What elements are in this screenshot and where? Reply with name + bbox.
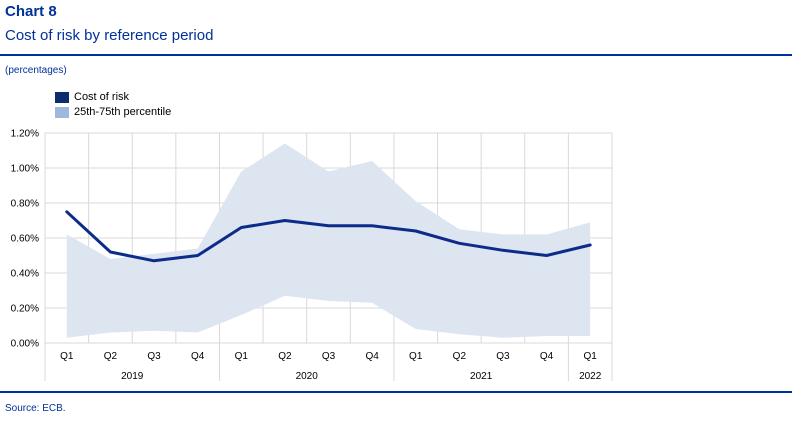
x-tick-label: Q2 [278, 351, 292, 362]
year-label: 2021 [470, 371, 493, 382]
x-tick-label: Q4 [365, 351, 379, 362]
legend-label-percentile: 25th-75th percentile [74, 106, 172, 118]
legend-item-percentile: 25th-75th percentile [55, 105, 171, 119]
legend-label-cost-of-risk: Cost of risk [74, 91, 130, 103]
x-tick-label: Q4 [540, 351, 554, 362]
unit-note: (percentages) [5, 65, 67, 76]
x-tick-label: Q1 [584, 351, 598, 362]
y-tick-label: 0.20% [11, 304, 39, 315]
chart-number: Chart 8 [5, 3, 57, 20]
x-tick-label: Q3 [147, 351, 161, 362]
x-tick-label: Q1 [409, 351, 423, 362]
x-tick-label: Q4 [191, 351, 205, 362]
year-label: 2020 [296, 371, 319, 382]
y-tick-label: 0.60% [11, 234, 39, 245]
year-label: 2019 [121, 371, 144, 382]
x-tick-label: Q3 [322, 351, 336, 362]
bottom-divider [0, 391, 792, 393]
chart-title: Cost of risk by reference period [5, 27, 214, 44]
y-tick-label: 1.00% [11, 164, 39, 175]
x-tick-label: Q3 [496, 351, 510, 362]
legend: Cost of risk 25th-75th percentile [55, 90, 171, 120]
x-tick-label: Q2 [453, 351, 467, 362]
x-tick-label: Q2 [104, 351, 118, 362]
cost-of-risk-line [65, 210, 592, 263]
year-label: 2022 [579, 371, 602, 382]
y-tick-label: 0.00% [11, 339, 39, 350]
y-tick-label: 0.40% [11, 269, 39, 280]
legend-item-cost-of-risk: Cost of risk [55, 90, 171, 104]
top-divider [0, 54, 792, 56]
legend-swatch-percentile [55, 106, 69, 118]
y-tick-label: 1.20% [11, 129, 39, 140]
percentile-band [66, 143, 591, 338]
x-tick-label: Q1 [235, 351, 249, 362]
y-tick-label: 0.80% [11, 199, 39, 210]
x-tick-label: Q1 [60, 351, 74, 362]
source-note: Source: ECB. [5, 403, 66, 414]
legend-swatch-cost-of-risk [55, 91, 69, 103]
